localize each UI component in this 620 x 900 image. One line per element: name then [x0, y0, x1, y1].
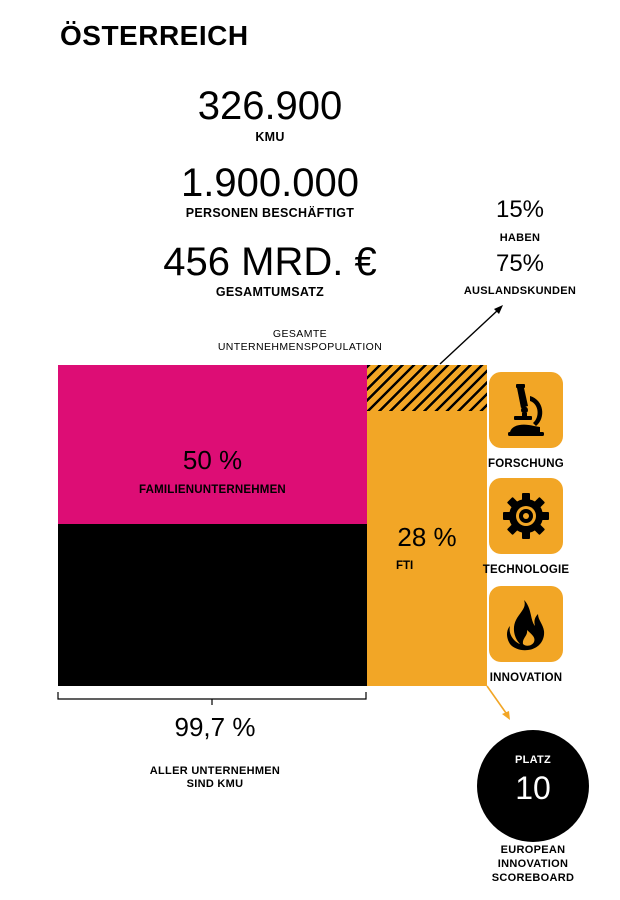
sme-share-label: ALLER UNTERNEHMEN SIND KMU [120, 765, 310, 790]
foreign-arrow-line [439, 309, 499, 365]
scoreboard-arrow-line [486, 685, 507, 714]
kmu-count: 326.900 [197, 84, 343, 128]
family-label: FAMILIENUNTERNEHMEN [139, 484, 286, 496]
population-caption-line-2: UNTERNEHMENSPOPULATION [217, 340, 383, 353]
employed-label: PERSONEN BESCHÄFTIGT [185, 206, 355, 220]
scoreboard-badge: PLATZ 10 [477, 730, 589, 842]
sme-bracket [57, 692, 367, 700]
foreign-label-1: HABEN [499, 232, 541, 244]
badge-rank-label: PLATZ [514, 754, 552, 766]
fti-label: FTI [396, 560, 414, 572]
technology-tile [489, 478, 563, 554]
revenue-label: GESAMTUMSATZ [215, 285, 325, 299]
foreign-pct-2: 75% [495, 250, 545, 277]
sme-share-label-line-2: SIND KMU [186, 777, 244, 790]
innovation-tile [489, 586, 563, 662]
foreign-label-2: AUSLANDSKUNDEN [463, 285, 577, 297]
research-label: FORSCHUNG [488, 458, 564, 470]
badge-caption-line-3: SCOREBOARD [491, 871, 575, 884]
foreign-pct-1: 15% [495, 196, 545, 223]
badge-caption: EUROPEAN INNOVATION SCOREBOARD [463, 844, 603, 885]
fti-pct: 28 % [397, 522, 457, 552]
family-business-block [58, 365, 367, 524]
microscope-icon [508, 384, 544, 436]
sme-share-pct: 99,7 % [174, 712, 256, 742]
fti-block [367, 365, 487, 686]
page-title: ÖSTERREICH [60, 20, 249, 51]
scoreboard-arrow-head [502, 711, 510, 720]
kmu-label: KMU [255, 130, 285, 144]
badge-caption-line-2: INNOVATION [497, 857, 569, 870]
population-caption-line-1: GESAMTE [272, 328, 328, 340]
foreign-arrow-head [494, 305, 503, 314]
badge-rank-number: 10 [515, 770, 551, 806]
flame-icon [507, 600, 545, 651]
technology-label: TECHNOLOGIE [482, 564, 570, 576]
population-caption: GESAMTE UNTERNEHMENSPOPULATION [160, 328, 440, 353]
research-tile [489, 372, 563, 448]
innovation-label: INNOVATION [489, 672, 563, 684]
other-sme-block [58, 524, 367, 686]
employed-count: 1.900.000 [181, 161, 359, 205]
revenue-value: 456 MRD. € [163, 240, 377, 284]
gear-icon [503, 493, 549, 539]
badge-caption-line-1: EUROPEAN [500, 844, 566, 856]
family-pct: 50 % [182, 445, 243, 475]
sme-share-label-line-1: ALLER UNTERNEHMEN [149, 765, 281, 777]
foreign-customers-hatch [367, 365, 487, 411]
